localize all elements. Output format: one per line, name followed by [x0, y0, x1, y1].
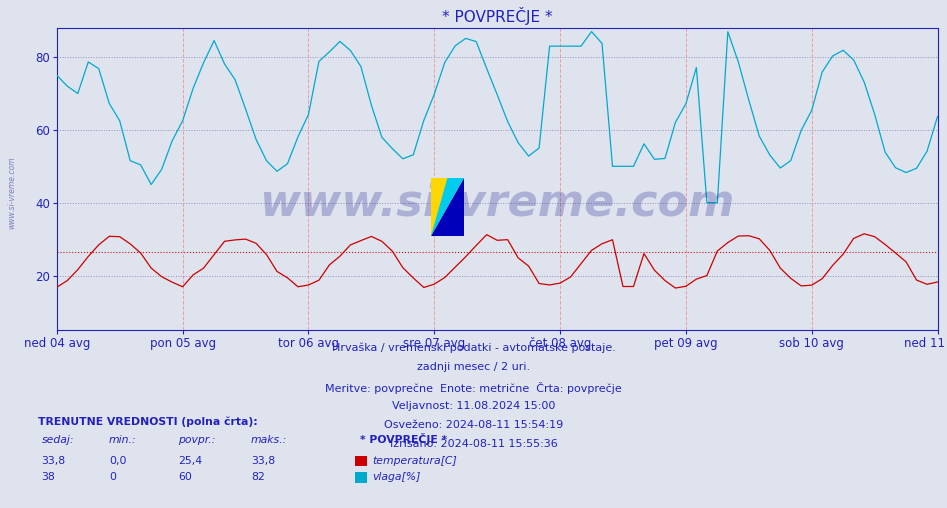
Text: 0,0: 0,0: [109, 456, 126, 466]
Text: Hrvaška / vremenski podatki - avtomatske postaje.: Hrvaška / vremenski podatki - avtomatske…: [331, 343, 616, 354]
Text: povpr.:: povpr.:: [178, 435, 215, 446]
Text: temperatura[C]: temperatura[C]: [372, 456, 456, 466]
Text: zadnji mesec / 2 uri.: zadnji mesec / 2 uri.: [417, 362, 530, 372]
Polygon shape: [431, 178, 464, 236]
Text: 0: 0: [109, 472, 116, 482]
Text: www.si-vreme.com: www.si-vreme.com: [8, 157, 17, 229]
Text: www.si-vreme.com: www.si-vreme.com: [259, 182, 735, 225]
Text: Izrisano: 2024-08-11 15:55:36: Izrisano: 2024-08-11 15:55:36: [389, 439, 558, 450]
Text: vlaga[%]: vlaga[%]: [372, 472, 420, 482]
Text: 33,8: 33,8: [251, 456, 275, 466]
Text: Meritve: povprečne  Enote: metrične  Črta: povprečje: Meritve: povprečne Enote: metrične Črta:…: [325, 382, 622, 394]
Text: * POVPREČJE *: * POVPREČJE *: [360, 433, 447, 446]
Text: 25,4: 25,4: [178, 456, 202, 466]
Text: min.:: min.:: [109, 435, 136, 446]
Text: TRENUTNE VREDNOSTI (polna črta):: TRENUTNE VREDNOSTI (polna črta):: [38, 417, 258, 427]
Title: * POVPREČJE *: * POVPREČJE *: [442, 8, 552, 25]
Text: maks.:: maks.:: [251, 435, 287, 446]
Text: Veljavnost: 11.08.2024 15:00: Veljavnost: 11.08.2024 15:00: [392, 401, 555, 411]
Text: 82: 82: [251, 472, 265, 482]
Polygon shape: [431, 178, 464, 236]
Text: 38: 38: [42, 472, 56, 482]
Text: Osveženo: 2024-08-11 15:54:19: Osveženo: 2024-08-11 15:54:19: [384, 420, 563, 430]
Text: sedaj:: sedaj:: [42, 435, 74, 446]
Polygon shape: [431, 178, 464, 236]
Text: 60: 60: [178, 472, 192, 482]
Text: 33,8: 33,8: [42, 456, 65, 466]
